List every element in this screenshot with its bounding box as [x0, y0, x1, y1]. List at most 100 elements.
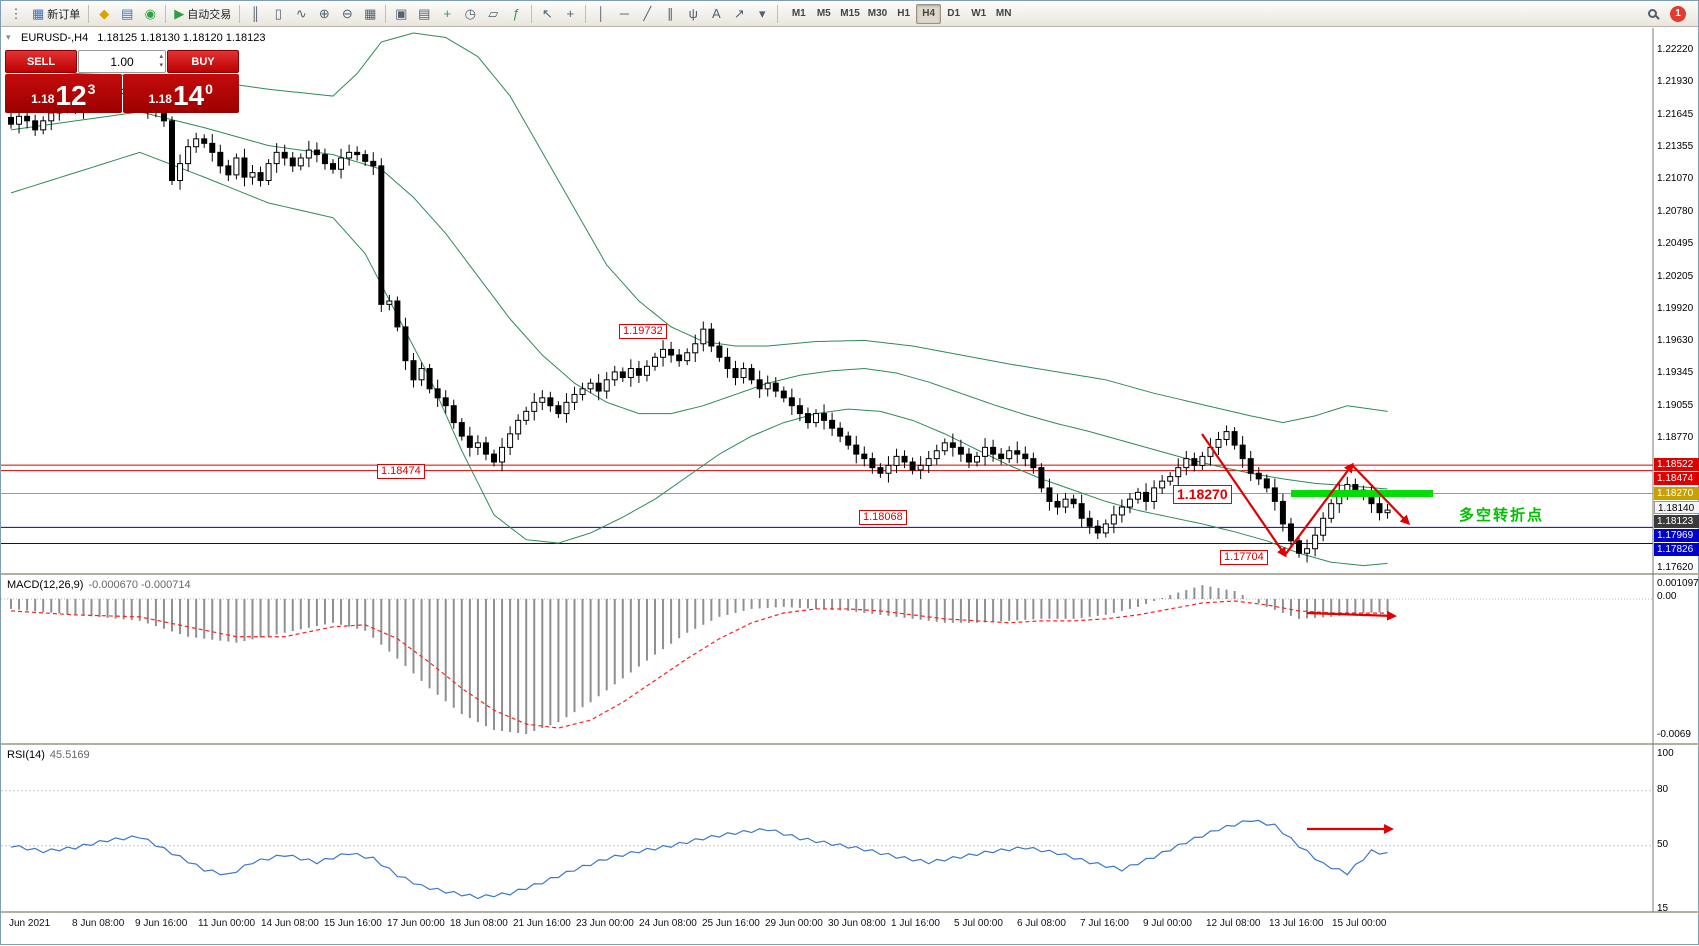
line-chart-style-button[interactable]: ∿	[290, 3, 312, 25]
time-axis-label: 29 Jun 00:00	[765, 918, 823, 929]
lot-increase-button[interactable]: ▴	[159, 53, 163, 60]
timeframe-button-m30[interactable]: M30	[867, 8, 888, 19]
channel-button[interactable]: ∥	[659, 3, 681, 25]
toolbar-separator	[777, 4, 779, 23]
lot-decrease-button[interactable]: ▾	[159, 62, 163, 69]
macd-red-arrow[interactable]	[1306, 610, 1397, 621]
price-tag: 1.17969	[1654, 529, 1699, 543]
cursor-button[interactable]: ↖	[536, 3, 558, 25]
indicators-button[interactable]: ƒ	[505, 3, 527, 25]
price-axis-tick: 1.17620	[1657, 561, 1694, 573]
toolbar-right: 1	[1641, 3, 1694, 25]
vertical-line-button[interactable]: │	[590, 3, 612, 25]
buy-button[interactable]: BUY	[167, 50, 239, 73]
line-chart-style-button-icon: ∿	[295, 5, 307, 21]
periods-button-icon: ◷	[464, 5, 476, 21]
price-axis-tick: 1.20495	[1657, 237, 1694, 249]
timeframe-button-m5[interactable]: M5	[816, 8, 831, 19]
refresh-button[interactable]: ◉	[139, 3, 161, 25]
ask-big-digits: 14	[172, 80, 205, 111]
zoom-in-button[interactable]: ⊕	[313, 3, 335, 25]
price-axis-tick: 1.18770	[1657, 432, 1694, 444]
ask-sup-digit: 0	[205, 81, 213, 97]
templates-button[interactable]: ▱	[482, 3, 504, 25]
toolbar-buttons: ⋮ ▦ 新订单 ◆ ▤ ◉ ▶ 自动交易 ║ ▯ ∿ ⊕ ⊖ ▦ ▣ ▤ + ◷ ▱ ƒ ↖ + │ ─ ╱ ∥ ψ A ↗ ▾	[5, 3, 781, 25]
crosshair-button[interactable]: +	[559, 3, 581, 25]
zoom-out-button-icon: ⊖	[341, 5, 353, 21]
sell-button[interactable]: SELL	[5, 50, 77, 73]
channel-button-icon: ∥	[667, 5, 674, 21]
text-tool-button-icon: A	[711, 6, 721, 21]
one-click-collapse-icon[interactable]: ▾	[6, 32, 11, 42]
timeframe-button-h1[interactable]: H1	[897, 8, 911, 19]
price-axis-tick: 1.21645	[1657, 108, 1694, 120]
autotrade-button-icon: ▶	[174, 5, 185, 21]
new-order-button[interactable]: ▦ 新订单	[28, 3, 84, 25]
timeframe-button-mn[interactable]: MN	[995, 8, 1012, 19]
timeframe-button-w1[interactable]: W1	[971, 8, 987, 19]
price-label-annotation[interactable]: 1.19732	[619, 324, 667, 339]
arrange-windows-button[interactable]: ▣	[390, 3, 412, 25]
toolbar-separator	[531, 4, 533, 23]
time-axis-label: 18 Jun 08:00	[450, 918, 508, 929]
timeframe-button-m15[interactable]: M15	[840, 8, 860, 19]
candlestick-style-button-icon: ▯	[274, 5, 282, 21]
time-axis-label: 5 Jul 00:00	[954, 918, 1003, 929]
timeframe-button-h4[interactable]: H4	[916, 3, 942, 24]
price-axis-tick: 1.20205	[1657, 270, 1694, 282]
price-label-annotation[interactable]: 1.18474	[377, 464, 425, 479]
timeframe-button-m1[interactable]: M1	[791, 8, 806, 19]
price-label-annotation[interactable]: 1.18068	[859, 510, 907, 525]
zoom-in-button-icon: ⊕	[318, 5, 330, 21]
horizontal-line-button[interactable]: ─	[613, 3, 635, 25]
tile-windows-button[interactable]: ▦	[359, 3, 381, 25]
timeframe-button-d1[interactable]: D1	[947, 8, 961, 19]
buy-price-display[interactable]: 1.18 14 0	[122, 74, 239, 113]
autotrade-button-label: 自动交易	[187, 8, 232, 21]
tile-windows-button-icon: ▦	[364, 5, 377, 21]
zoom-out-button[interactable]: ⊖	[336, 3, 358, 25]
lot-size-input[interactable]: 1.00 ▴ ▾	[78, 50, 166, 73]
time-axis-label: 17 Jun 00:00	[387, 918, 445, 929]
main-toolbar: ⋮ ▦ 新订单 ◆ ▤ ◉ ▶ 自动交易 ║ ▯ ∿ ⊕ ⊖ ▦ ▣ ▤ + ◷ ▱ ƒ ↖ + │ ─ ╱ ∥ ψ A ↗ ▾ M1 M5…	[1, 1, 1698, 27]
toolbar-separator	[88, 4, 90, 23]
timeframe-group: M1 M5 M15 M30 H1 H4 D1 W1 MN	[786, 3, 1016, 24]
horizontal-line-button-icon: ─	[619, 6, 629, 21]
autotrade-button[interactable]: ▶ 自动交易	[170, 3, 235, 25]
sell-price-display[interactable]: 1.18 12 3	[5, 74, 122, 113]
refresh-button-icon: ◉	[144, 5, 156, 21]
turning-point-note[interactable]: 多空转折点	[1459, 507, 1545, 524]
arrows-tool-button[interactable]: ↗	[728, 3, 750, 25]
new-order-button-label: 新订单	[47, 8, 81, 21]
green-highlight-bar[interactable]	[1291, 490, 1433, 498]
rsi-indicator	[1, 790, 1653, 900]
notifications-badge[interactable]: 1	[1670, 5, 1686, 22]
new-chart-button[interactable]: ◆	[93, 3, 115, 25]
periods-button[interactable]: ◷	[459, 3, 481, 25]
profiles-button[interactable]: ▤	[116, 3, 138, 25]
red-zigzag-arrows	[1201, 433, 1411, 558]
cursor-button-icon: ↖	[541, 5, 553, 21]
price-axis-tick: 1.21070	[1657, 173, 1694, 185]
ohlc-values: 1.18125 1.18130 1.18120 1.18123	[97, 32, 266, 44]
search-button[interactable]	[1641, 3, 1663, 25]
shapes-dropdown[interactable]: ▾	[751, 3, 773, 25]
price-label-annotation[interactable]: 1.18270	[1173, 485, 1232, 504]
price-label-annotation[interactable]: 1.17704	[1220, 550, 1268, 565]
fibonacci-button[interactable]: ψ	[682, 3, 704, 25]
macd-axis-label: 0.00	[1657, 591, 1677, 602]
bollinger-middle	[10, 111, 1388, 490]
time-axis-label: 9 Jun 16:00	[135, 918, 188, 929]
bid-sup-digit: 3	[87, 81, 96, 97]
add-chart-button[interactable]: +	[436, 3, 458, 25]
cascade-windows-button[interactable]: ▤	[413, 3, 435, 25]
trendline-button[interactable]: ╱	[636, 3, 658, 25]
time-axis-label: 8 Jun 08:00	[72, 918, 125, 929]
text-tool-button[interactable]: A	[705, 3, 727, 25]
bar-chart-style-button[interactable]: ║	[244, 3, 266, 25]
price-tag: 1.18474	[1654, 472, 1699, 486]
toolbar-grip-icon: ⋮	[9, 5, 23, 21]
bollinger-lower	[10, 151, 1388, 567]
candlestick-style-button[interactable]: ▯	[267, 3, 289, 25]
